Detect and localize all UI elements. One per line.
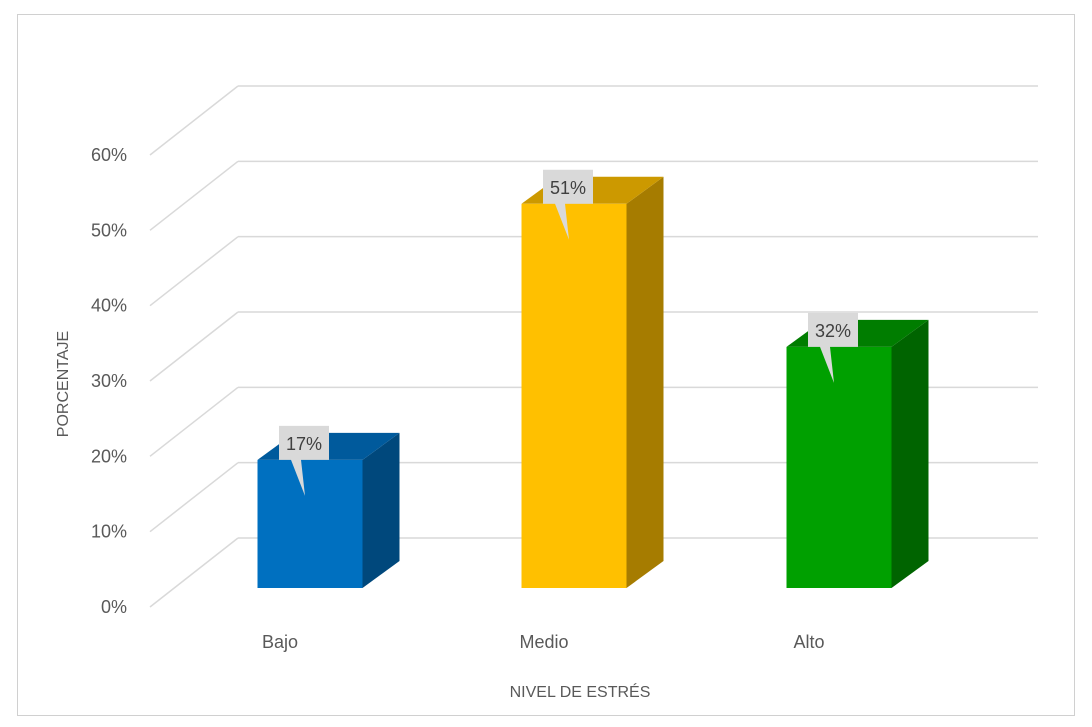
bar-front-face <box>786 346 892 588</box>
y-tick-label: 20% <box>91 446 127 466</box>
y-tick-label: 0% <box>101 597 127 617</box>
x-axis-ticks: Bajo Medio Alto <box>262 632 825 652</box>
data-label: 17% <box>279 425 329 496</box>
x-tick-label: Bajo <box>262 632 298 652</box>
bar-side-face <box>626 176 664 589</box>
bar-side-face <box>891 319 929 588</box>
y-axis-title: PORCENTAJE <box>55 331 72 437</box>
data-label-text: 32% <box>815 321 851 341</box>
data-label-callout <box>543 169 593 240</box>
y-axis-ticks: 0% 10% 20% 30% 40% 50% 60% <box>91 145 127 617</box>
y-tick-label: 40% <box>91 296 127 316</box>
bar-medio <box>521 176 664 589</box>
y-tick-label: 10% <box>91 522 127 542</box>
x-axis-title: NIVEL DE ESTRÉS <box>510 682 651 701</box>
gridline-diagonal <box>149 537 239 608</box>
y-tick-label: 30% <box>91 371 127 391</box>
bar-front-face <box>521 203 627 589</box>
gridline-diagonal <box>149 311 239 382</box>
x-tick-label: Medio <box>519 632 568 652</box>
bar-front-face <box>257 459 363 588</box>
gridline-diagonal <box>149 85 239 156</box>
bar-alto <box>786 319 929 588</box>
gridline-diagonal <box>149 386 239 457</box>
data-label-callout <box>808 312 858 383</box>
bar-side-face <box>362 432 400 588</box>
gridline-diagonal <box>149 160 239 231</box>
data-label-text: 17% <box>286 434 322 454</box>
data-label-callout <box>279 425 329 496</box>
data-label: 51% <box>543 169 593 240</box>
data-label: 32% <box>808 312 858 383</box>
y-tick-label: 60% <box>91 145 127 165</box>
bars <box>257 176 929 589</box>
gridline-diagonal <box>149 462 239 533</box>
y-tick-label: 50% <box>91 220 127 240</box>
x-tick-label: Alto <box>793 632 824 652</box>
gridline-diagonal <box>149 236 239 307</box>
data-labels: 17% 51% 32% <box>279 169 858 496</box>
data-label-text: 51% <box>550 178 586 198</box>
